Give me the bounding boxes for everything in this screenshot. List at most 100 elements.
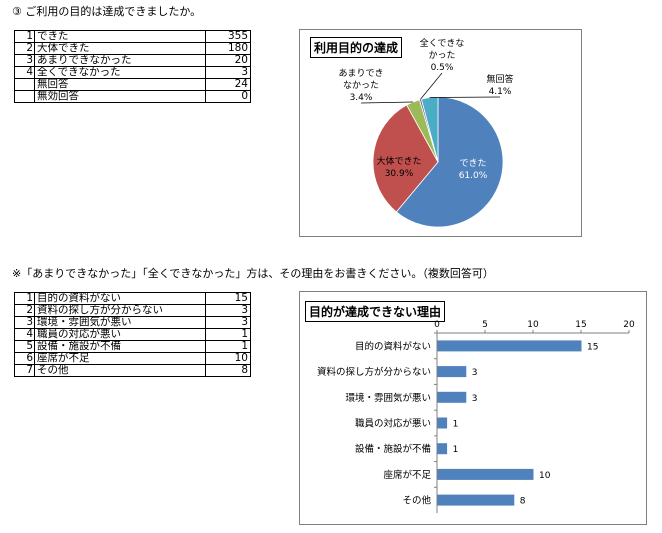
row-label: 無回答 [34, 78, 206, 91]
pie-label: あまりできなかった 3.4% [338, 68, 383, 103]
category-label: 目的の資料がない [355, 340, 431, 352]
x-tick-label: 10 [527, 320, 539, 330]
row-value: 180 [205, 42, 251, 55]
row-number: 2 [14, 304, 35, 317]
row-number: 4 [14, 328, 35, 341]
bar [437, 494, 515, 506]
table-row: 5 設備・施設が不備 1 [14, 340, 251, 353]
data-label: 15 [587, 342, 598, 352]
pie-slice [372, 104, 439, 213]
table-row: 無効回答 0 [14, 90, 251, 103]
row-value: 1 [205, 328, 251, 341]
row-value: 355 [205, 30, 251, 43]
table-row: 無回答 24 [14, 78, 251, 91]
row-number: 1 [14, 292, 35, 305]
category-label: 設備・施設が不備 [355, 443, 431, 455]
row-label: 設備・施設が不備 [34, 340, 206, 353]
pie-label-text: なかった [343, 80, 379, 91]
pie-chart: できた 61.0% 大体できた 30.9% あまりできなかった 3.4% 全くできなかった 0… [338, 37, 514, 228]
row-value: 20 [205, 54, 251, 67]
bar-chart-panel: 目的が達成できない理由 0 5 10 15 20 目的の資料がない 15 資料の探し方が分から… [299, 291, 647, 525]
result-table: 1 できた 355 2 大体できた 180 3 あまりできなかった 20 4 全くできなかった 3 無回… [14, 30, 251, 103]
data-label: 3 [472, 368, 478, 378]
table-row: 7 その他 8 [14, 364, 251, 377]
pie-label: 無回答 4.1% [486, 73, 513, 97]
pie-label-percent: 3.4% [350, 93, 373, 103]
table-row: 4 全くできなかった 3 [14, 66, 251, 79]
x-tick-label: 15 [575, 320, 586, 330]
row-label: 職員の対応が悪い [34, 328, 206, 341]
row-value: 15 [205, 292, 251, 305]
pie-label: できた 61.0% [459, 158, 488, 181]
pie-label-percent: 0.5% [431, 63, 454, 73]
row-label: 座席が不足 [34, 352, 206, 365]
section-heading: ③ ご利用の目的は達成できましたか。 [12, 5, 202, 18]
row-number [14, 90, 35, 103]
category-label: その他 [402, 495, 431, 507]
pie-chart-title: 利用目的の達成 [310, 37, 403, 58]
data-label: 8 [520, 497, 526, 507]
pie-label: 全くできなかった 0.5% [420, 37, 465, 73]
x-tick-label: 5 [482, 320, 488, 330]
table-row: 2 大体できた 180 [14, 42, 251, 55]
row-value: 0 [205, 90, 251, 103]
reason-table: 1 目的の資料がない 15 2 資料の探し方が分からない 3 3 環境・雰囲気が悪い 3 4 職員の… [14, 292, 251, 377]
table-row: 1 できた 355 [14, 30, 251, 43]
bar [437, 443, 448, 455]
x-tick-label: 20 [623, 320, 635, 330]
leader-line [429, 96, 501, 98]
row-number [14, 78, 35, 91]
table-row: 6 座席が不足 10 [14, 352, 251, 365]
bar [437, 391, 467, 403]
category-label: 環境・雰囲気が悪い [345, 392, 431, 404]
row-number: 7 [14, 364, 35, 377]
row-label: できた [34, 30, 206, 43]
pie-label-text: 全くできな [420, 37, 465, 49]
bar [437, 417, 448, 429]
row-label: 無効回答 [34, 90, 206, 103]
row-label: 環境・雰囲気が悪い [34, 316, 206, 329]
row-number: 2 [14, 42, 35, 55]
bar-chart: 0 5 10 15 20 目的の資料がない 15 資料の探し方が分からない 3 環境・雰囲気が悪い… [317, 320, 635, 513]
row-value: 3 [205, 316, 251, 329]
data-label: 3 [472, 394, 478, 404]
row-label: 資料の探し方が分からない [34, 304, 206, 317]
row-number: 3 [14, 316, 35, 329]
row-value: 10 [205, 352, 251, 365]
table-row: 3 環境・雰囲気が悪い 3 [14, 316, 251, 329]
row-number: 3 [14, 54, 35, 67]
data-label: 1 [453, 445, 459, 455]
reason-note: ※「あまりできなかった」「全くできなかった」方は、その理由をお書きください。（複… [12, 267, 494, 280]
pie-chart-panel: 利用目的の達成 できた 61.0% 大体できた 30.9% あまりでき なかった 3.4% 全… [299, 29, 582, 237]
pie-label-percent: 61.0% [459, 171, 488, 181]
row-number: 6 [14, 352, 35, 365]
pie-label-text: できた [459, 158, 486, 169]
table-row: 4 職員の対応が悪い 1 [14, 328, 251, 341]
category-label: 資料の探し方が分からない [317, 366, 431, 378]
row-number: 4 [14, 66, 35, 79]
pie-label: 大体できた 30.9% [376, 155, 421, 179]
pie-label-percent: 30.9% [385, 169, 414, 179]
category-label: 職員の対応が悪い [355, 418, 431, 430]
x-tick-label: 0 [434, 320, 440, 330]
pie-label-text: かった [428, 50, 455, 61]
category-label: 座席が不足 [383, 469, 431, 481]
table-row: 2 資料の探し方が分からない 3 [14, 304, 251, 317]
pie-label-text: 大体できた [376, 155, 421, 167]
data-label: 1 [453, 420, 459, 430]
bar [437, 468, 534, 480]
row-label: 大体できた [34, 42, 206, 55]
pie-label-text: あまりでき [338, 68, 383, 79]
row-value: 3 [205, 304, 251, 317]
pie-label-percent: 4.1% [489, 87, 512, 97]
bar-chart-title: 目的が達成できない理由 [305, 301, 446, 322]
row-value: 8 [205, 364, 251, 377]
row-label: あまりできなかった [34, 54, 206, 67]
bar [437, 366, 467, 378]
data-label: 10 [539, 471, 551, 481]
table-row: 3 あまりできなかった 20 [14, 54, 251, 67]
leader-line [420, 72, 443, 100]
row-label: 全くできなかった [34, 66, 206, 79]
row-value: 1 [205, 340, 251, 353]
bar [437, 340, 582, 352]
